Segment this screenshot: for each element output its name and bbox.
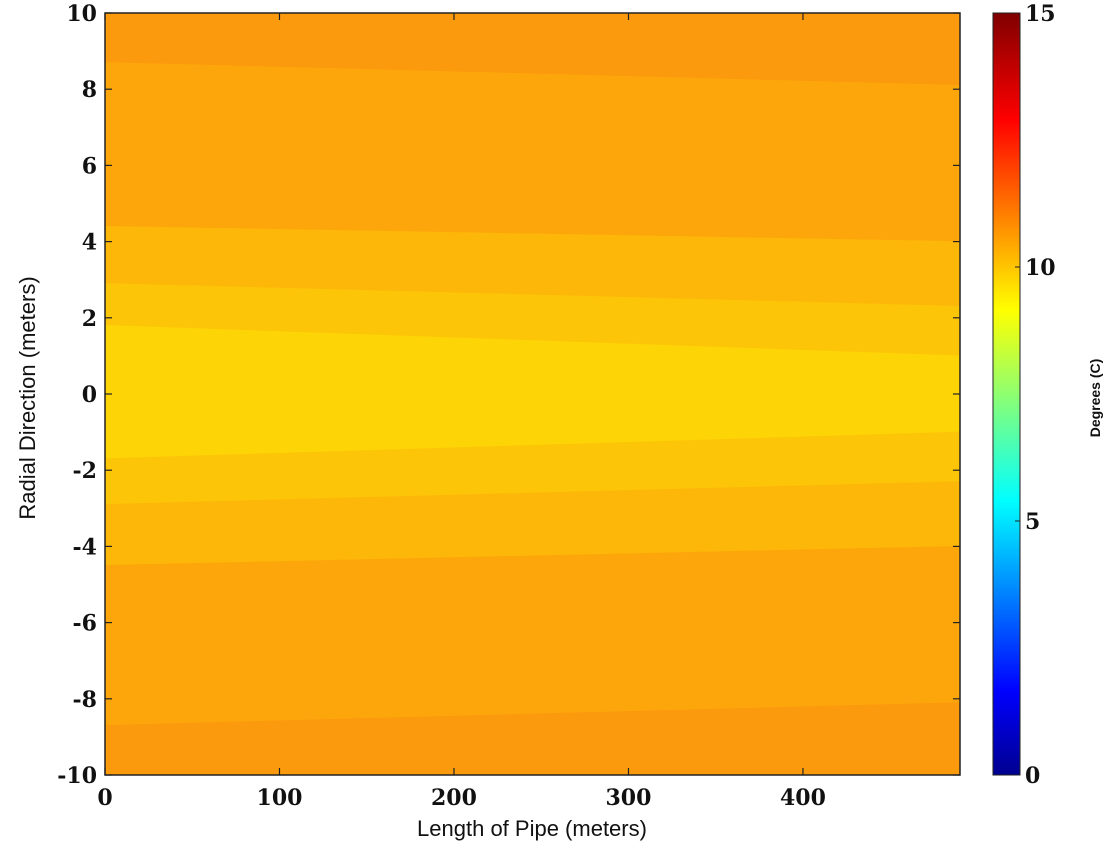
y-axis-ticks: 10 8 6 4 2 0 -2 -4 -6 -8 -10 <box>57 1 960 789</box>
contour-band-7 <box>104 545 961 726</box>
x-tick-label: 200 <box>431 785 477 811</box>
y-axis-label: Radial Direction (meters) <box>15 276 40 519</box>
y-tick-label: 2 <box>82 306 97 332</box>
colorbar-gradient <box>992 12 1021 776</box>
colorbar-label: Degrees (C) <box>1087 359 1103 438</box>
colorbar-tick-label: 0 <box>1025 763 1040 789</box>
plot-area <box>104 12 961 776</box>
y-tick-label: -6 <box>73 611 97 637</box>
x-tick-label: 100 <box>257 785 303 811</box>
y-tick-label: -8 <box>73 687 97 713</box>
x-tick-label: 300 <box>606 785 652 811</box>
y-tick-label: -10 <box>57 763 97 789</box>
y-tick-label: 0 <box>82 382 97 408</box>
y-tick-label: 6 <box>82 153 97 179</box>
colorbar: 15 10 5 0 Degrees (C) <box>992 1 1103 789</box>
y-tick-label: 4 <box>82 230 97 256</box>
y-tick-label: 8 <box>82 77 97 103</box>
colorbar-ticks: 15 10 5 0 <box>1015 1 1056 789</box>
x-tick-label: 400 <box>780 785 826 811</box>
x-tick-label: 0 <box>97 785 112 811</box>
y-tick-label: -2 <box>73 458 97 484</box>
colorbar-tick-label: 10 <box>1025 255 1056 281</box>
y-tick-label: -4 <box>73 534 97 560</box>
x-axis-ticks: 0 100 200 300 400 <box>97 13 826 811</box>
colorbar-tick-label: 15 <box>1025 1 1056 27</box>
contour-band-1 <box>104 62 961 243</box>
x-axis-label: Length of Pipe (meters) <box>417 816 647 841</box>
y-tick-label: 10 <box>66 1 97 27</box>
colorbar-tick-label: 5 <box>1025 509 1040 535</box>
